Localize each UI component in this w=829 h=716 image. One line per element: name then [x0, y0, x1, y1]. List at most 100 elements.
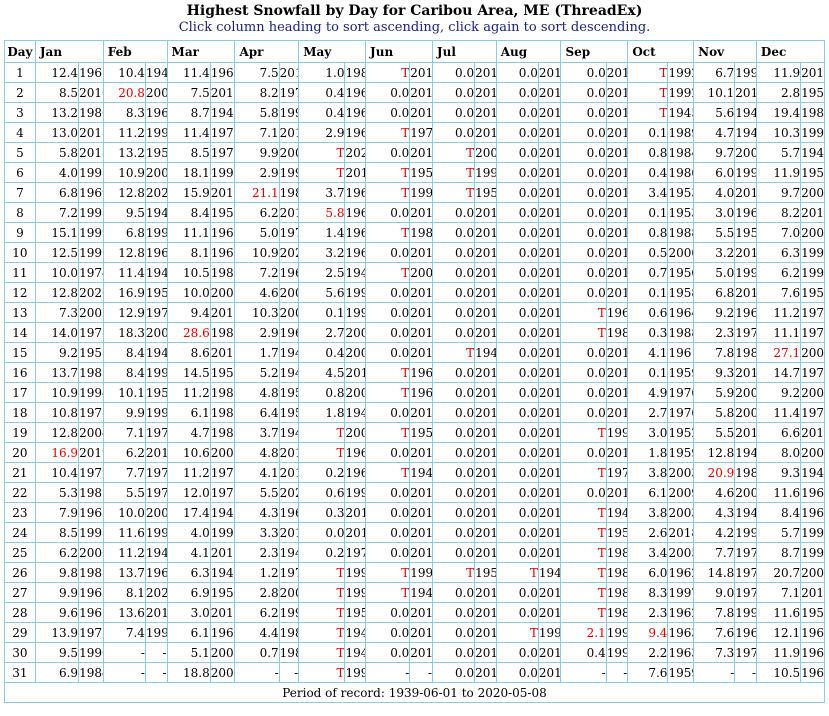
snowfall-value: 2.2: [627, 642, 669, 663]
snowfall-value: T: [431, 562, 476, 583]
column-header-dec[interactable]: Dec: [755, 40, 826, 63]
snowfall-value: 7.5: [166, 82, 211, 103]
snowfall-value: 13.7: [102, 562, 146, 583]
snowfall-value: 4.8: [234, 442, 280, 463]
table-row: 289.6196713.620133.020176.21997T19560.02…: [4, 602, 825, 623]
table-row: 279.919638.120206.919552.82000T1994T1941…: [4, 582, 825, 603]
record-year: 1976: [144, 422, 168, 443]
snowfall-value: 1.8: [627, 442, 669, 463]
snowfall-value: 10.9: [234, 242, 280, 263]
snowfall-value: 0.0: [431, 202, 476, 223]
snowfall-value: 8.7: [755, 542, 802, 563]
record-year: 1994: [144, 522, 168, 543]
table-row: 1110.0197411.4194010.519807.219612.51941…: [4, 262, 825, 283]
snowfall-value: 8.1: [166, 242, 211, 263]
snowfall-value: 6.8: [34, 182, 80, 203]
snowfall-value: 12.8: [34, 282, 80, 303]
column-header-jul[interactable]: Jul: [431, 40, 497, 63]
snowfall-value: 8.3: [102, 102, 146, 123]
snowfall-value: T: [298, 662, 346, 683]
column-header-nov[interactable]: Nov: [693, 40, 757, 63]
snowfall-value: 8.5: [166, 142, 211, 163]
snowfall-value: 0.0: [495, 222, 539, 243]
record-year: -: [144, 642, 168, 663]
snowfall-value: 3.8: [627, 462, 669, 483]
day-cell: 30: [4, 642, 36, 663]
snowfall-value: 12.8: [693, 442, 736, 463]
snowfall-value: 7.8: [693, 342, 736, 363]
column-header-aug[interactable]: Aug: [495, 40, 562, 63]
snowfall-value: T: [431, 162, 476, 183]
column-header-jan[interactable]: Jan: [34, 40, 104, 63]
snowfall-value: 3.2: [298, 242, 346, 263]
snowfall-value: T: [560, 562, 607, 583]
snowfall-value: 0.1: [627, 122, 669, 143]
column-header-sep[interactable]: Sep: [560, 40, 629, 63]
snowfall-value: T: [560, 582, 607, 603]
snowfall-value: 6.1: [627, 482, 669, 503]
snowfall-value: 0.0: [495, 402, 539, 423]
snowfall-value: 0.4: [627, 162, 669, 183]
snowfall-value: T: [365, 162, 411, 183]
snowfall-value: T: [298, 582, 346, 603]
record-year: 1947: [278, 362, 300, 383]
snowfall-value: 2.7: [298, 322, 346, 343]
column-header-feb[interactable]: Feb: [102, 40, 168, 63]
snowfall-value: T: [627, 82, 669, 103]
snowfall-value: 0.0: [560, 482, 607, 503]
snowfall-value: 18.1: [166, 162, 211, 183]
day-cell: 2: [4, 82, 36, 103]
column-header-apr[interactable]: Apr: [234, 40, 300, 63]
snowfall-value: 0.0: [365, 342, 411, 363]
snowfall-value: 6.2: [755, 262, 802, 283]
column-header-day[interactable]: Day: [4, 40, 36, 63]
snowfall-value: -: [560, 662, 607, 683]
record-year: 1947: [605, 502, 629, 523]
record-year: -: [278, 662, 300, 683]
column-header-may[interactable]: May: [298, 40, 367, 63]
day-cell: 14: [4, 322, 36, 343]
day-cell: 7: [4, 182, 36, 203]
column-header-mar[interactable]: Mar: [166, 40, 236, 63]
column-header-oct[interactable]: Oct: [627, 40, 695, 63]
snowfall-value: 0.0: [431, 622, 476, 643]
snowfall-value: 0.1: [627, 202, 669, 223]
snowfall-value: 5.5: [693, 222, 736, 243]
snowfall-value: 0.5: [627, 242, 669, 263]
column-header-jun[interactable]: Jun: [365, 40, 433, 63]
record-year: 1990: [800, 122, 825, 143]
